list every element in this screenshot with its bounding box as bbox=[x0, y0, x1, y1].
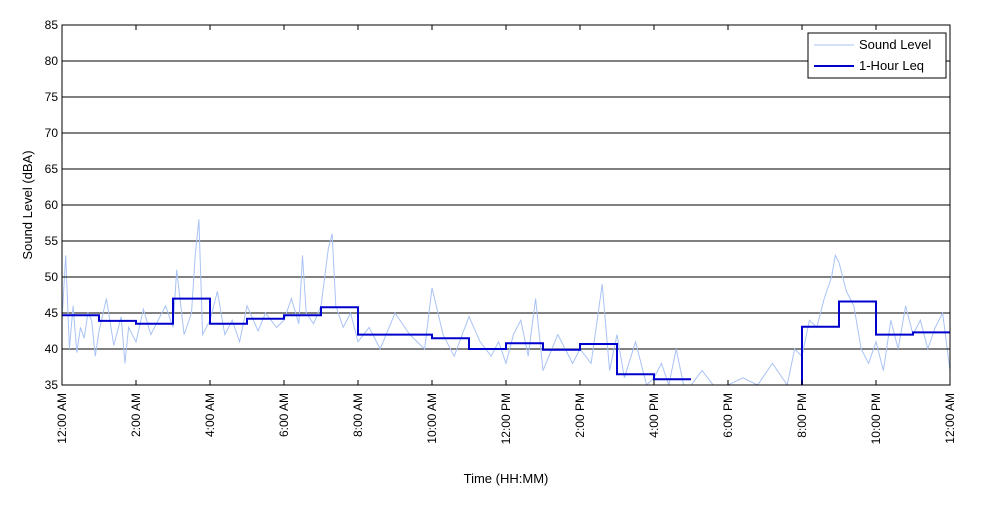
series-layer bbox=[62, 219, 950, 385]
x-axis-title: Time (HH:MM) bbox=[464, 471, 549, 486]
legend: Sound Level 1-Hour Leq bbox=[807, 32, 947, 79]
series-group bbox=[62, 219, 950, 385]
y-axis-title: Sound Level (dBA) bbox=[20, 150, 35, 259]
y-tick-label: 50 bbox=[45, 270, 59, 284]
y-tick-label: 60 bbox=[45, 198, 59, 212]
y-tick-label: 70 bbox=[45, 126, 59, 140]
x-tick-label: 12:00 AM bbox=[55, 393, 69, 444]
x-tick-label: 6:00 AM bbox=[277, 393, 291, 437]
y-tick-label: 85 bbox=[45, 18, 59, 32]
y-axis-ticks: 35 40 45 50 55 60 65 70 75 80 85 bbox=[45, 18, 950, 392]
y-tick-label: 65 bbox=[45, 162, 59, 176]
y-tick-label: 75 bbox=[45, 90, 59, 104]
legend-box bbox=[807, 32, 947, 79]
x-tick-label: 10:00 PM bbox=[869, 393, 883, 444]
x-axis-ticks: 12:00 AM 2:00 AM 4:00 AM 6:00 AM 8:00 AM 10:0… bbox=[55, 25, 957, 444]
y-tick-label: 35 bbox=[45, 378, 59, 392]
x-tick-label: 6:00 PM bbox=[721, 393, 735, 438]
x-tick-label: 8:00 AM bbox=[351, 393, 365, 437]
x-tick-label: 8:00 PM bbox=[795, 393, 809, 438]
x-tick-label: 12:00 AM bbox=[943, 393, 957, 444]
x-tick-label: 4:00 PM bbox=[647, 393, 661, 438]
x-tick-label: 2:00 PM bbox=[573, 393, 587, 438]
grid-lines bbox=[62, 60, 950, 350]
y-tick-label: 45 bbox=[45, 306, 59, 320]
x-tick-label: 12:00 PM bbox=[499, 393, 513, 444]
x-tick-label: 4:00 AM bbox=[203, 393, 217, 437]
x-tick-label: 2:00 AM bbox=[129, 393, 143, 437]
legend-label-sound-level: Sound Level bbox=[859, 37, 931, 52]
series-leq-step-line bbox=[62, 297, 950, 385]
legend-label-leq: 1-Hour Leq bbox=[859, 58, 924, 73]
series-sound-level-line bbox=[62, 219, 950, 385]
x-tick-label: 10:00 AM bbox=[425, 393, 439, 444]
y-tick-label: 80 bbox=[45, 54, 59, 68]
y-tick-label: 55 bbox=[45, 234, 59, 248]
y-tick-label: 40 bbox=[45, 342, 59, 356]
